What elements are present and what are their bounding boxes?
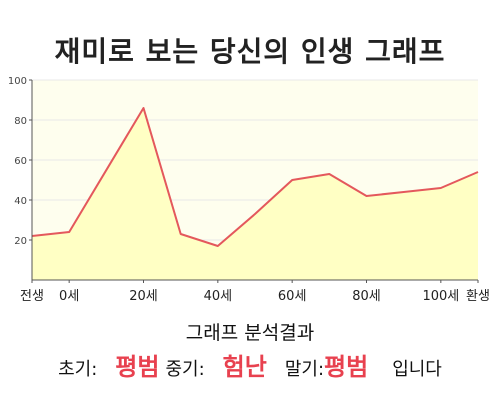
y-tick-label-40: 40 (14, 196, 27, 207)
early-label: 초기: (58, 359, 98, 380)
analysis-title: 그래프 분석결과 (185, 322, 315, 344)
x-tick-label: 60세 (278, 289, 307, 304)
y-tick-label-60: 60 (14, 156, 27, 167)
x-tick-label: 80세 (352, 289, 381, 304)
x-tick-label: 100세 (422, 289, 459, 304)
late-value: 평범 (324, 353, 369, 381)
series-line (31, 107, 479, 247)
y-tick-label-100: 100 (8, 76, 27, 87)
early-value: 평범 (115, 353, 160, 381)
y-axis-ticks: 20 40 60 80 100 (8, 76, 32, 247)
analysis-summary: 초기: 평범 중기: 험난 말기:평범 입니다 (0, 347, 500, 382)
y-tick-label-80: 80 (14, 116, 27, 127)
mid-value: 험난 (222, 353, 267, 381)
late-label: 말기: (284, 359, 325, 380)
x-tick-label: 환생 (466, 289, 490, 304)
x-tick-label: 0세 (59, 289, 79, 304)
mid-label: 중기: (165, 359, 205, 380)
ending-text: 입니다 (392, 359, 442, 380)
y-tick-label-20: 20 (14, 236, 27, 247)
x-tick-label: 전생 (20, 289, 44, 304)
chart-title: 재미로 보는 당신의 인생 그래프 (54, 35, 446, 68)
x-tick-label: 20세 (129, 289, 158, 304)
x-axis-ticks: 전생 0세 20세 40세 60세 80세 100세 환생 (20, 280, 490, 304)
series-area (32, 108, 478, 280)
x-tick-label: 40세 (204, 289, 233, 304)
